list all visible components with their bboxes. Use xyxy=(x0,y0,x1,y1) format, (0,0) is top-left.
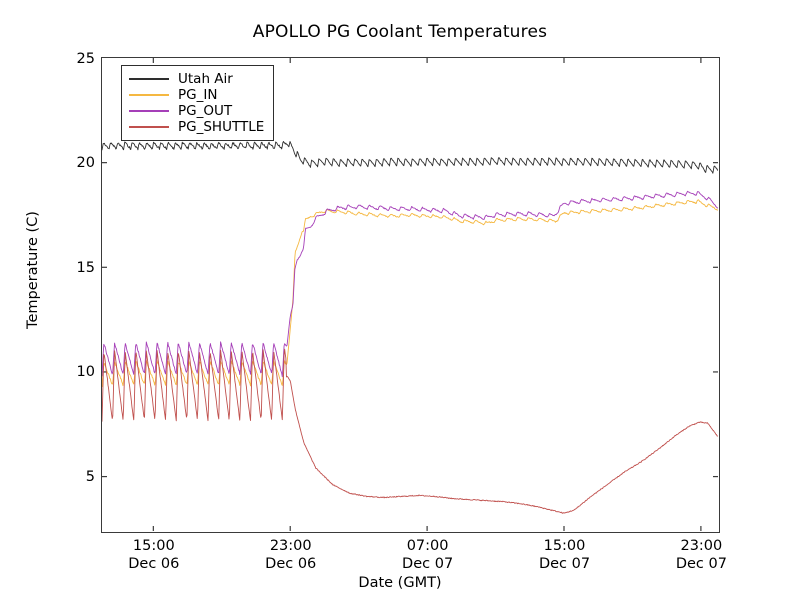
legend-item-utah-air[interactable]: Utah Air xyxy=(129,71,264,87)
y-axis-tick-5: 5 xyxy=(85,469,95,486)
x-axis-tick-2: 07:00 Dec 07 xyxy=(368,538,488,574)
chart-title: APOLLO PG Coolant Temperatures xyxy=(252,22,548,42)
series-line-pg-shuttle xyxy=(102,348,718,514)
x-axis-tick-date: Dec 07 xyxy=(675,556,727,572)
x-axis-tick-1: 23:00 Dec 06 xyxy=(231,538,351,574)
legend-line-swatch-icon xyxy=(129,110,169,112)
series-line-pg-out xyxy=(102,190,718,378)
x-axis-tick-4: 23:00 Dec 07 xyxy=(641,538,761,574)
series-line-utah-air xyxy=(102,141,718,174)
x-axis-tick-time: 07:00 xyxy=(406,538,449,554)
legend-line-swatch-icon xyxy=(129,94,169,96)
y-axis-tick-labels: 5 10 15 20 25 xyxy=(55,0,95,600)
series-layer xyxy=(102,58,718,531)
y-axis-tick-20: 20 xyxy=(76,155,95,172)
x-axis-tick-date: Dec 06 xyxy=(128,556,180,572)
x-axis-label: Date (GMT) xyxy=(358,575,442,591)
legend-line-swatch-icon xyxy=(129,78,169,80)
legend-item-label: PG_IN xyxy=(178,87,218,103)
legend-line-swatch-icon xyxy=(129,126,169,128)
axis-tick-marks xyxy=(102,58,718,531)
series-line-pg-in xyxy=(102,199,718,388)
x-axis-tick-3: 15:00 Dec 07 xyxy=(505,538,625,574)
x-axis-tick-time: 23:00 xyxy=(269,538,312,554)
legend-item-label: Utah Air xyxy=(178,71,233,87)
legend-item-pg-shuttle[interactable]: PG_SHUTTLE xyxy=(129,119,264,135)
x-axis-tick-time: 15:00 xyxy=(132,538,175,554)
x-axis-tick-0: 15:00 Dec 06 xyxy=(94,538,214,574)
y-axis-tick-15: 15 xyxy=(76,259,95,276)
x-axis-tick-date: Dec 07 xyxy=(402,556,454,572)
x-axis-tick-date: Dec 07 xyxy=(538,556,591,572)
x-axis-tick-date: Dec 06 xyxy=(265,556,317,572)
legend-item-label: PG_OUT xyxy=(178,103,233,119)
x-axis-tick-time: 23:00 xyxy=(680,538,723,554)
y-axis-tick-10: 10 xyxy=(76,364,95,381)
legend-item-label: PG_SHUTTLE xyxy=(178,119,265,135)
y-axis-tick-25: 25 xyxy=(76,50,95,67)
chart-legend: Utah Air PG_IN PG_OUT PG_SHUTTLE xyxy=(121,65,275,141)
x-axis-tick-time: 15:00 xyxy=(543,538,586,554)
legend-item-pg-in[interactable]: PG_IN xyxy=(129,87,264,103)
legend-item-pg-out[interactable]: PG_OUT xyxy=(129,103,264,119)
